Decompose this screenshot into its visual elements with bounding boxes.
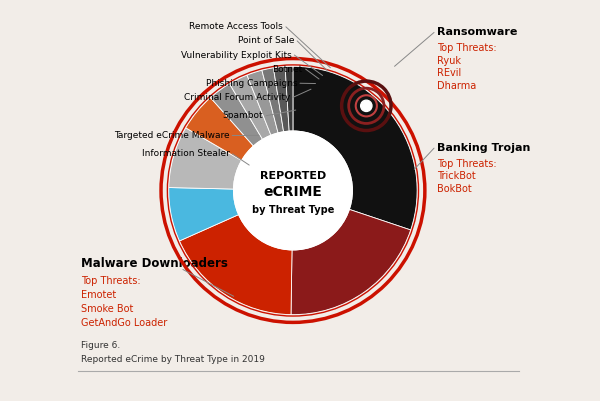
Wedge shape [274, 67, 293, 190]
Text: Remote Access Tools: Remote Access Tools [190, 22, 283, 31]
Text: Top Threats:: Top Threats: [437, 43, 496, 53]
Text: Dharma: Dharma [437, 81, 476, 91]
Text: Emotet: Emotet [82, 290, 116, 300]
Wedge shape [179, 190, 293, 315]
Text: eCRIME: eCRIME [263, 185, 322, 199]
Text: Targeted eCrime Malware: Targeted eCrime Malware [114, 131, 229, 140]
Wedge shape [229, 75, 293, 190]
Text: Point of Sale: Point of Sale [238, 36, 295, 45]
Text: Malware Downloaders: Malware Downloaders [82, 257, 228, 270]
Text: REPORTED: REPORTED [260, 171, 326, 181]
Text: BokBot: BokBot [437, 184, 472, 194]
Wedge shape [169, 128, 293, 190]
Text: GetAndGo Loader: GetAndGo Loader [82, 318, 167, 328]
Text: Vulnerability Exploit Kits: Vulnerability Exploit Kits [181, 51, 292, 59]
Text: Smoke Bot: Smoke Bot [82, 304, 134, 314]
Wedge shape [211, 84, 293, 190]
Circle shape [361, 100, 372, 111]
Text: Information Stealer: Information Stealer [142, 149, 229, 158]
Text: TrickBot: TrickBot [437, 171, 476, 181]
Text: REvil: REvil [437, 68, 461, 78]
Wedge shape [247, 70, 293, 190]
Text: Criminal Forum Activity: Criminal Forum Activity [184, 93, 290, 102]
Text: Top Threats:: Top Threats: [437, 159, 496, 169]
Text: Reported eCrime by Threat Type in 2019: Reported eCrime by Threat Type in 2019 [82, 355, 265, 364]
Text: Phishing Campaigns: Phishing Campaigns [206, 79, 297, 88]
Circle shape [233, 131, 352, 250]
Text: Spambot: Spambot [223, 111, 263, 120]
Circle shape [233, 131, 352, 250]
Wedge shape [186, 97, 293, 190]
Wedge shape [262, 68, 293, 190]
Wedge shape [293, 66, 417, 230]
Wedge shape [291, 190, 410, 315]
Text: Ryuk: Ryuk [437, 56, 461, 66]
Text: Botnet: Botnet [272, 65, 303, 74]
Text: Ransomware: Ransomware [437, 27, 517, 37]
Text: Top Threats:: Top Threats: [82, 276, 141, 286]
Wedge shape [169, 188, 293, 241]
Text: Banking Trojan: Banking Trojan [437, 143, 530, 153]
Text: by Threat Type: by Threat Type [252, 205, 334, 215]
Text: Figure 6.: Figure 6. [82, 341, 121, 350]
Wedge shape [285, 66, 293, 190]
